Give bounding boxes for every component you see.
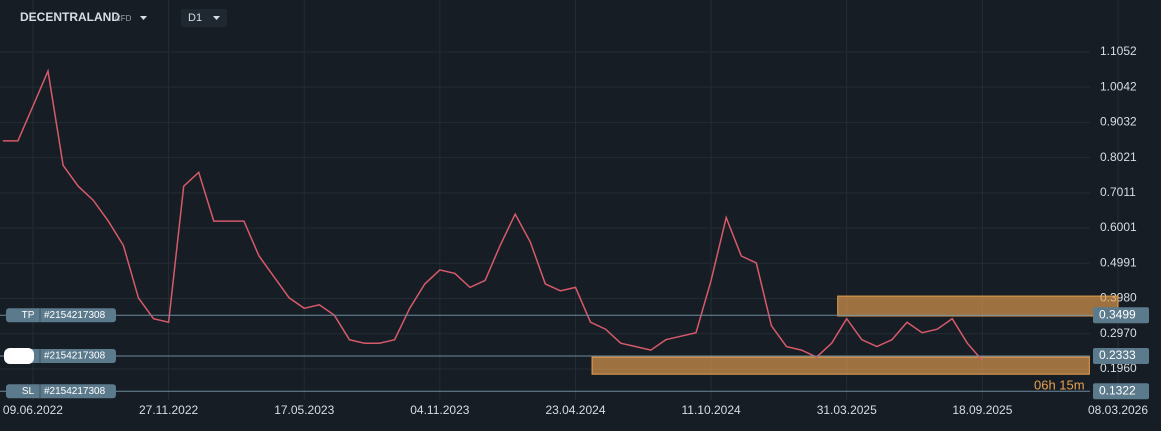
y-tick-label: 0.9032 xyxy=(1100,115,1137,129)
y-tick-label: 0.6001 xyxy=(1100,220,1137,234)
price-label-box xyxy=(1093,383,1149,400)
x-tick-label: 31.03.2025 xyxy=(817,403,877,417)
price-label-box xyxy=(1093,307,1149,324)
order-tag[interactable] xyxy=(6,308,116,323)
x-tick-label: 17.05.2023 xyxy=(274,403,334,417)
x-tick-label: 27.11.2022 xyxy=(139,403,198,417)
x-tick-label: 18.09.2025 xyxy=(952,403,1012,417)
price-zone xyxy=(591,356,1090,375)
price-label: 0.2333 xyxy=(1099,348,1136,362)
candle-timer: 06h 15m xyxy=(1034,377,1085,392)
y-tick-label: 0.7011 xyxy=(1100,185,1136,199)
price-zone xyxy=(837,295,1119,317)
y-tick-label: 0.1960 xyxy=(1100,361,1137,375)
x-tick-label: 09.06.2022 xyxy=(3,403,63,417)
price-label: 0.1322 xyxy=(1099,383,1136,397)
symbol-dropdown[interactable] xyxy=(140,16,147,20)
price-label-box xyxy=(1093,347,1149,364)
timeframe-box[interactable] xyxy=(181,9,227,27)
y-tick-label: 0.2970 xyxy=(1100,326,1137,340)
price-label: 0.3499 xyxy=(1099,307,1136,321)
y-tick-label: 0.4991 xyxy=(1100,255,1137,269)
order-type-mask xyxy=(4,347,34,364)
x-tick-label: 04.11.2023 xyxy=(410,403,469,417)
timeframe-dropdown[interactable] xyxy=(213,16,220,20)
x-tick-label: 08.03.2026 xyxy=(1088,403,1148,417)
order-id: #2154217308 xyxy=(44,351,106,362)
price-line xyxy=(2,68,983,362)
x-tick-label: 23.04.2024 xyxy=(545,403,605,417)
timeframe[interactable]: D1 xyxy=(188,12,202,24)
y-tick-label: 1.1052 xyxy=(1100,44,1137,58)
y-tick-label: 0.8021 xyxy=(1100,150,1137,164)
instrument: CFD xyxy=(115,14,132,23)
symbol[interactable]: DECENTRALAND xyxy=(20,10,120,24)
order-id: #2154217308 xyxy=(44,310,106,321)
order-type: TP xyxy=(22,310,35,321)
order-type: SL xyxy=(22,386,35,397)
order-id: #2154217308 xyxy=(44,386,106,397)
y-tick-label: 1.0042 xyxy=(1100,79,1137,93)
x-tick-label: 11.10.2024 xyxy=(682,403,741,417)
order-tag[interactable] xyxy=(6,384,116,399)
